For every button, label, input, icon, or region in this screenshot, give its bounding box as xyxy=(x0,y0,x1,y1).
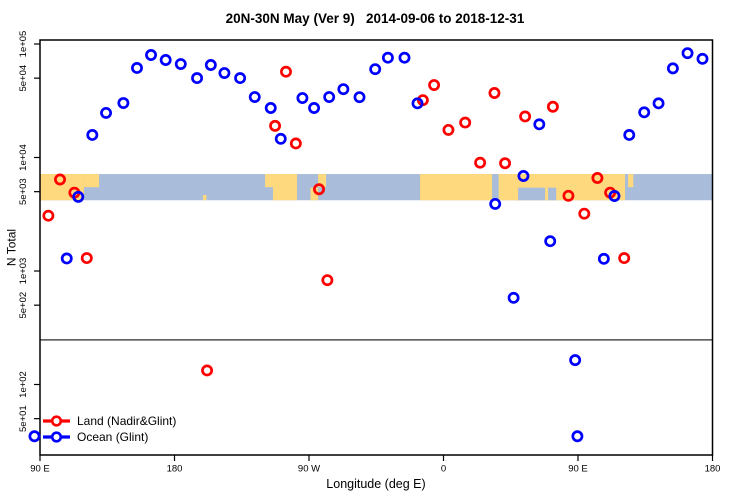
map-band-land-segment xyxy=(272,174,298,201)
data-point-ocean xyxy=(608,190,621,202)
map-band-land-segment xyxy=(203,195,207,201)
data-point-land xyxy=(321,274,334,287)
data-point-ocean xyxy=(337,83,350,96)
x-tick-label: 0 xyxy=(441,464,446,475)
y-tick-label: 1e+02 xyxy=(18,371,29,398)
x-tick-label: 90 E xyxy=(30,464,50,475)
x-tick-label: 90 E xyxy=(568,464,588,475)
data-point-ocean xyxy=(248,91,261,103)
data-point-land xyxy=(269,119,282,132)
data-point-land xyxy=(442,123,455,136)
data-point-ocean xyxy=(571,430,584,443)
y-tick-label: 5e+01 xyxy=(18,405,29,432)
data-point-ocean xyxy=(544,235,557,248)
data-point-land xyxy=(499,157,512,170)
data-point-land xyxy=(201,364,214,377)
data-point-ocean xyxy=(623,129,636,141)
data-point-ocean xyxy=(652,97,665,110)
data-point-land xyxy=(459,116,472,129)
map-band-ocean-notch xyxy=(492,174,499,201)
data-point-ocean xyxy=(398,51,411,64)
y-tick-label: 5e+03 xyxy=(18,178,29,205)
data-point-ocean xyxy=(218,67,231,79)
legend-circle-land xyxy=(50,415,63,427)
data-point-ocean xyxy=(28,430,41,443)
data-point-ocean xyxy=(533,118,546,131)
x-tick-label: 90 W xyxy=(298,464,320,475)
x-tick-label: 180 xyxy=(705,464,721,475)
data-point-ocean xyxy=(234,72,247,85)
y-tick-label: 1e+03 xyxy=(18,258,29,285)
data-point-ocean xyxy=(60,252,73,265)
data-point-ocean xyxy=(638,106,651,119)
map-band-ocean-notch xyxy=(548,187,557,201)
data-point-ocean xyxy=(274,132,287,145)
data-point-land xyxy=(519,110,532,123)
data-point-ocean xyxy=(145,49,157,61)
legend-circle-ocean xyxy=(50,431,63,443)
data-point-land xyxy=(618,252,631,265)
data-point-ocean xyxy=(411,97,424,110)
data-point-ocean xyxy=(323,91,336,103)
data-point-land xyxy=(474,156,487,169)
data-point-ocean xyxy=(159,54,172,66)
data-point-ocean xyxy=(369,63,382,76)
data-point-ocean xyxy=(507,291,520,304)
legend-label-land: Land (Nadir&Glint) xyxy=(77,414,176,428)
chart-title: 20N-30N May (Ver 9) 2014-09-06 to 2018-1… xyxy=(225,11,525,26)
y-tick-label: 1e+05 xyxy=(18,31,29,58)
map-band-land-segment xyxy=(318,174,327,188)
data-point-land xyxy=(80,252,93,265)
data-point-ocean xyxy=(204,59,217,71)
data-point-ocean xyxy=(296,92,309,105)
data-point-ocean xyxy=(191,72,204,85)
y-tick-label: 1e+04 xyxy=(18,144,29,171)
data-point-ocean xyxy=(517,170,530,182)
x-tick-label: 180 xyxy=(167,464,183,475)
data-point-land xyxy=(42,209,55,222)
data-point-ocean xyxy=(681,47,694,60)
data-point-ocean xyxy=(100,106,113,119)
data-point-land xyxy=(289,137,302,150)
data-point-ocean xyxy=(569,354,582,367)
x-axis-title: Longitude (deg E) xyxy=(326,477,426,491)
y-tick-label: 5e+02 xyxy=(18,292,29,319)
data-point-ocean xyxy=(381,51,394,64)
map-band-land-segment xyxy=(628,174,634,188)
data-point-land xyxy=(280,65,292,78)
map-band-ocean-notch xyxy=(518,187,546,201)
data-point-ocean xyxy=(353,91,366,104)
data-point-ocean xyxy=(72,190,85,203)
data-point-ocean xyxy=(174,58,187,70)
data-point-ocean xyxy=(666,62,679,75)
data-point-land xyxy=(546,100,559,113)
map-band-land-segment xyxy=(310,187,319,201)
data-point-ocean xyxy=(489,197,502,210)
data-point-land xyxy=(313,183,325,196)
data-point-ocean xyxy=(264,102,277,114)
data-point-land xyxy=(488,87,501,99)
map-band-land-segment xyxy=(265,174,273,188)
data-point-ocean xyxy=(308,102,321,114)
data-point-land xyxy=(562,189,575,202)
data-point-ocean xyxy=(86,129,99,141)
data-point-ocean xyxy=(696,52,709,65)
data-point-land xyxy=(591,172,604,184)
plot-frame xyxy=(39,39,714,456)
y-tick-label: 5e+04 xyxy=(18,65,29,92)
legend-label-ocean: Ocean (Glint) xyxy=(77,430,148,444)
data-point-land xyxy=(578,207,591,220)
data-point-land xyxy=(54,173,66,186)
data-point-land xyxy=(428,79,441,91)
data-point-ocean xyxy=(597,252,610,265)
data-point-ocean xyxy=(131,62,143,74)
map-band-land-segment xyxy=(83,174,100,188)
data-point-ocean xyxy=(117,97,130,109)
